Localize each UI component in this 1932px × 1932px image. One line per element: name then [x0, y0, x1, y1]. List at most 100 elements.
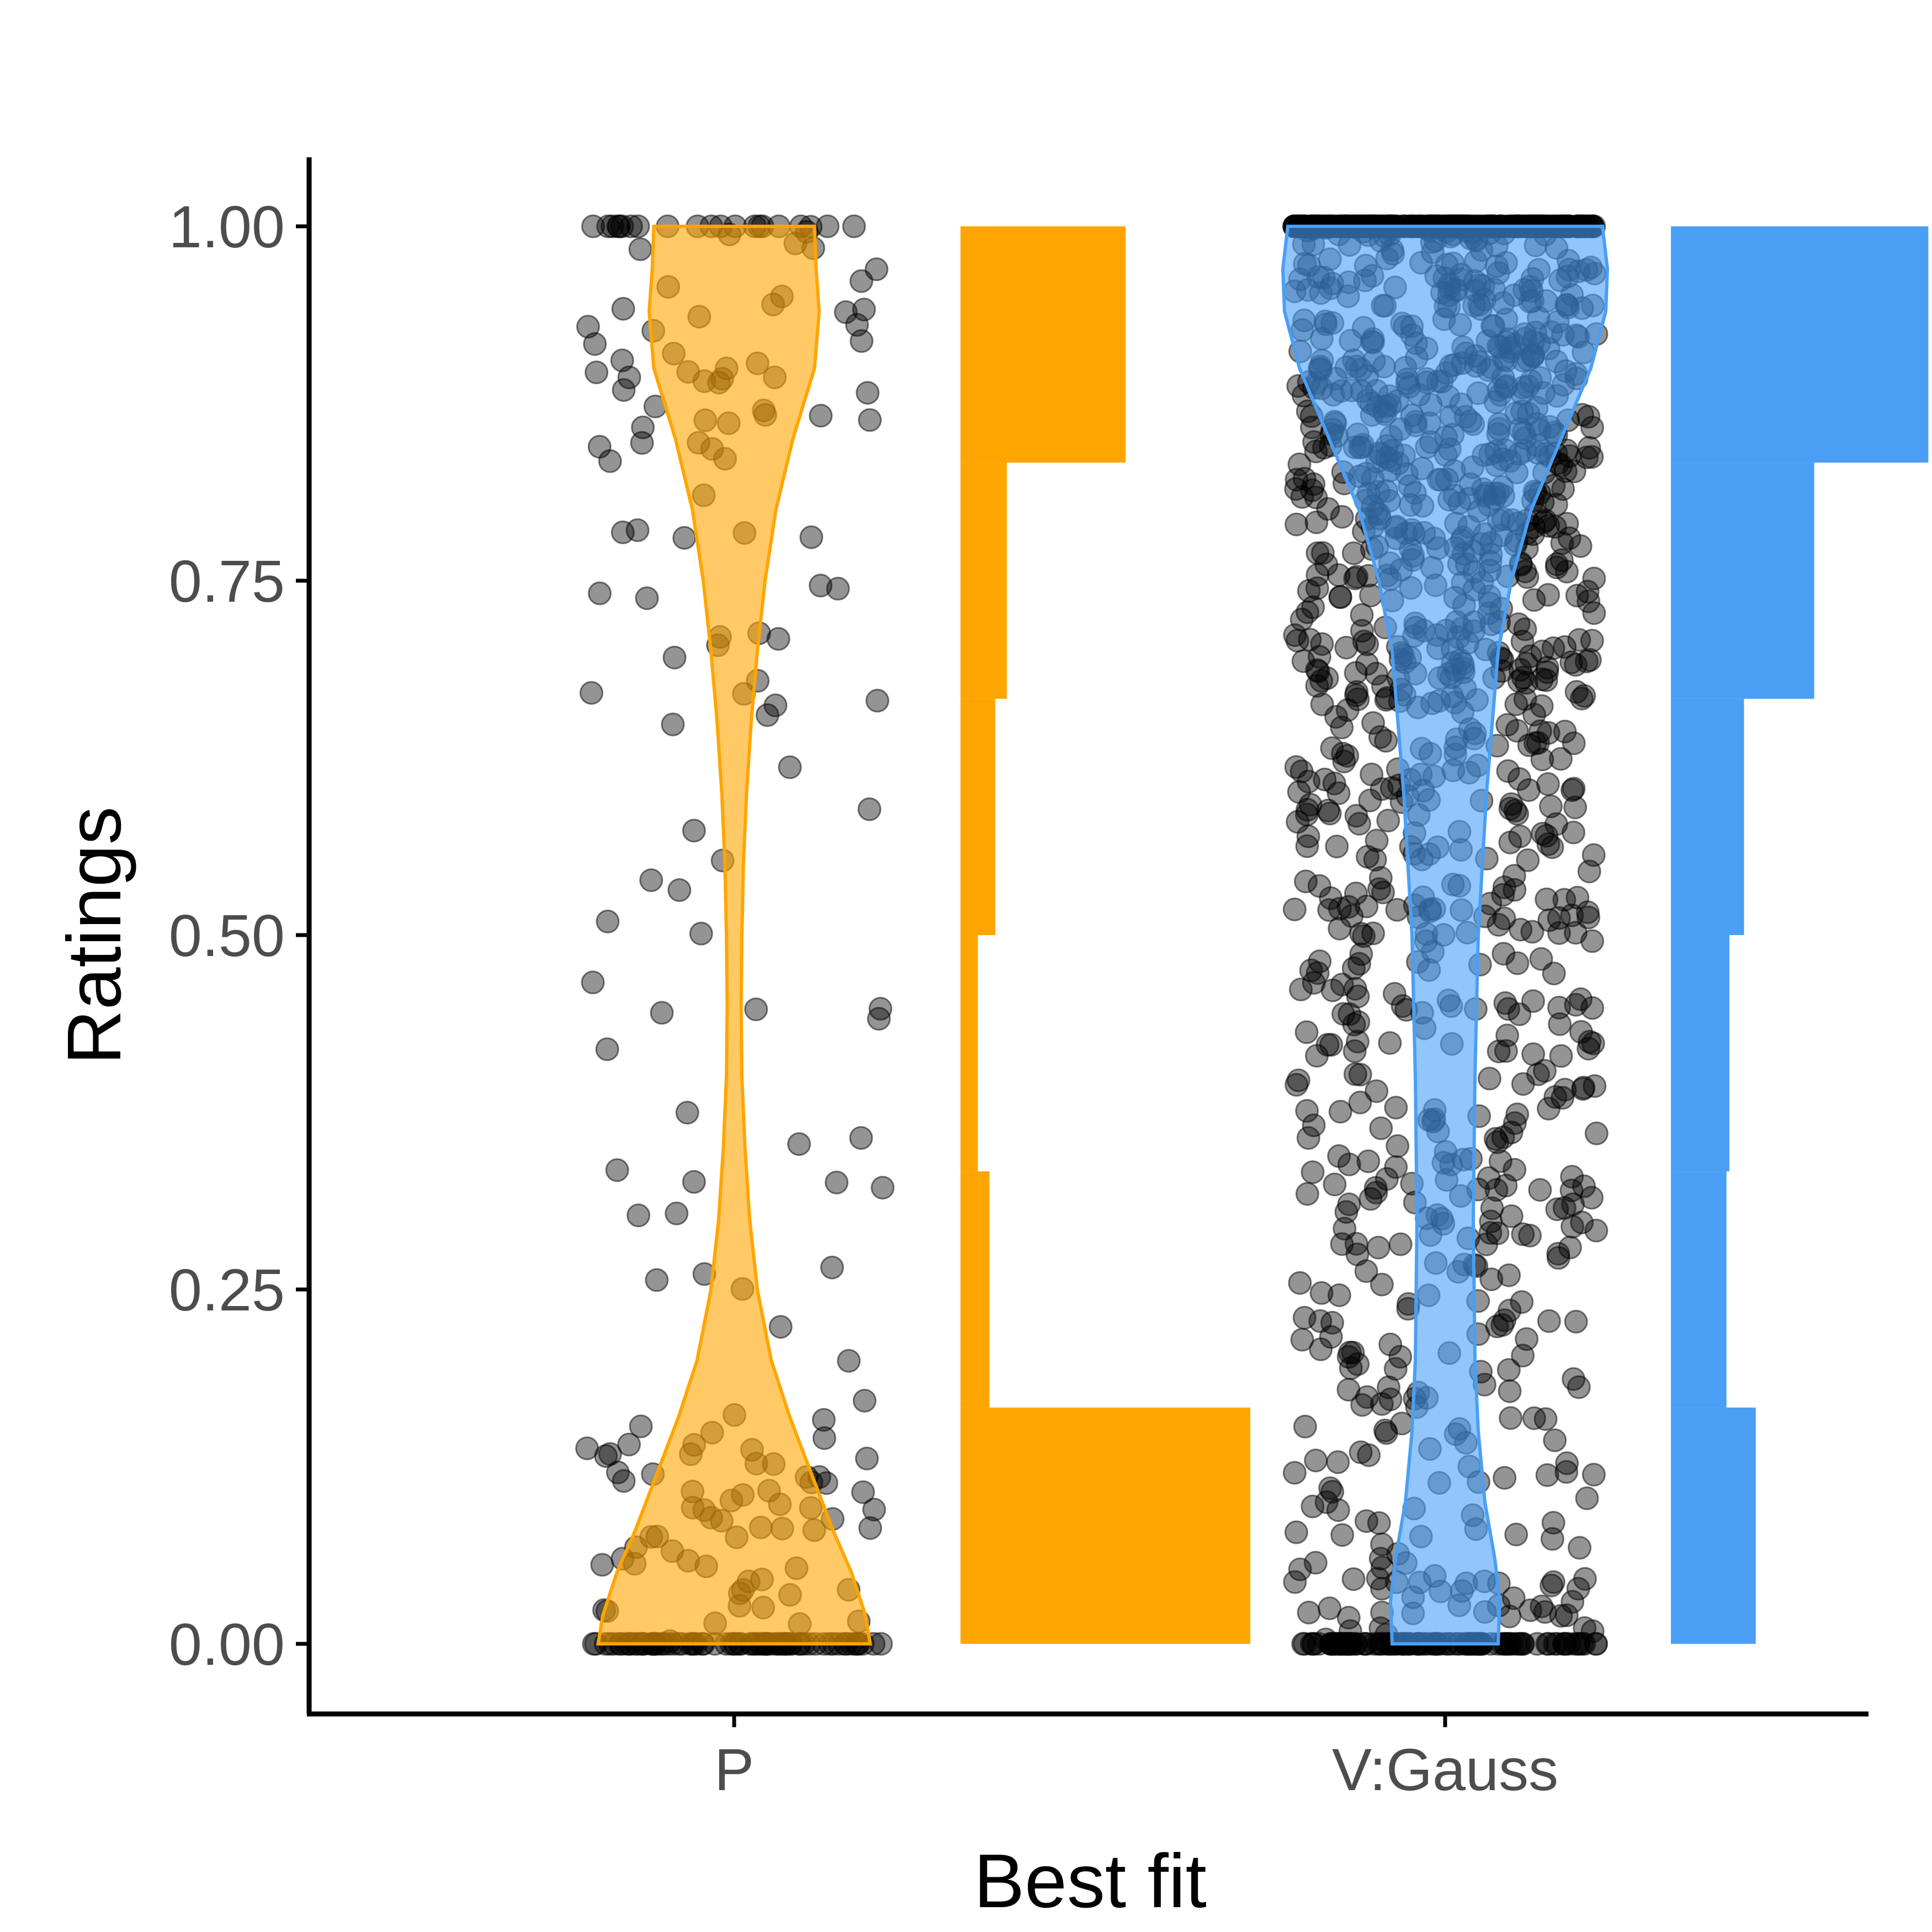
data-point — [1561, 1590, 1585, 1614]
data-point — [1584, 1218, 1609, 1243]
histogram-bar — [960, 935, 978, 1172]
data-point — [1346, 1352, 1370, 1376]
data-point — [606, 214, 630, 238]
data-point — [1478, 1066, 1501, 1091]
data-point — [1285, 468, 1309, 492]
data-point — [1282, 898, 1307, 921]
data-point — [575, 1436, 599, 1461]
data-point — [1560, 778, 1584, 802]
data-point — [857, 797, 882, 821]
data-point — [1358, 788, 1382, 813]
data-point — [1558, 1235, 1582, 1260]
data-point — [1537, 1309, 1561, 1333]
data-point — [1295, 1182, 1319, 1206]
data-point — [1530, 639, 1554, 664]
data-point — [1581, 843, 1606, 867]
data-point — [871, 1176, 895, 1200]
data-point — [639, 868, 664, 893]
data-point — [1308, 949, 1332, 973]
data-point — [1561, 1192, 1585, 1217]
data-point — [1285, 512, 1309, 537]
data-point — [661, 712, 685, 736]
data-point — [842, 214, 866, 238]
data-point — [1551, 477, 1575, 501]
data-point — [625, 518, 650, 542]
x-tick-label-v-gauss: V:Gauss — [1332, 1736, 1558, 1803]
data-point — [1363, 1176, 1388, 1200]
x-axis-title: Best fit — [974, 1839, 1207, 1924]
data-point — [1543, 1428, 1567, 1452]
data-point — [628, 237, 652, 261]
data-point — [1340, 1632, 1364, 1656]
data-point — [1320, 736, 1344, 760]
data-point — [1297, 1600, 1321, 1625]
data-point — [1510, 629, 1535, 654]
data-point — [815, 214, 840, 238]
data-point — [1540, 835, 1564, 859]
data-point — [1569, 987, 1593, 1011]
data-point — [1560, 1165, 1584, 1189]
data-point — [1309, 1281, 1334, 1305]
data-point — [619, 214, 643, 238]
data-point — [1577, 589, 1601, 613]
data-point — [1478, 1221, 1503, 1245]
y-tick-label: 1.00 — [169, 193, 285, 260]
data-point — [755, 703, 779, 727]
data-point — [744, 997, 768, 1021]
data-point — [1284, 477, 1308, 501]
data-point — [1337, 1002, 1362, 1026]
data-point — [1516, 848, 1540, 872]
data-point — [1287, 452, 1312, 476]
data-point — [1510, 1290, 1534, 1314]
data-point — [581, 970, 605, 995]
data-point — [1301, 1494, 1325, 1519]
data-point — [1347, 952, 1371, 976]
data-point — [1336, 895, 1361, 919]
data-point — [1555, 1451, 1579, 1475]
data-point — [1528, 1178, 1552, 1202]
data-point — [768, 1315, 793, 1339]
data-point — [1508, 824, 1532, 848]
data-point — [645, 1268, 669, 1292]
data-point — [1580, 629, 1604, 653]
data-point — [1299, 958, 1323, 983]
data-point — [1565, 583, 1589, 608]
data-point — [1354, 1259, 1378, 1283]
histogram-bar — [960, 226, 1126, 463]
data-point — [1297, 579, 1321, 603]
data-point — [1582, 566, 1606, 591]
data-point — [1319, 1033, 1344, 1057]
data-point — [1582, 601, 1606, 625]
data-point — [1537, 908, 1562, 932]
data-point — [1507, 669, 1531, 693]
data-point — [667, 878, 692, 902]
data-point — [1549, 1044, 1573, 1068]
data-point — [862, 1498, 887, 1522]
data-point — [587, 434, 612, 459]
histogram-bar — [1671, 226, 1929, 463]
data-point — [1344, 661, 1368, 685]
violin-v-gauss — [1281, 225, 1610, 1646]
data-point — [1553, 1632, 1578, 1656]
data-point — [1484, 1178, 1509, 1202]
data-point — [1496, 759, 1520, 783]
data-point — [1352, 1632, 1376, 1656]
data-point — [1536, 832, 1561, 856]
data-point — [1382, 981, 1406, 1006]
data-point — [1378, 1333, 1403, 1357]
data-point — [1546, 1241, 1570, 1266]
data-point — [1284, 1520, 1308, 1544]
data-point — [1572, 1174, 1596, 1198]
data-point — [629, 1414, 653, 1439]
data-point — [1567, 628, 1591, 652]
data-point — [1388, 1345, 1413, 1369]
data-point — [1505, 1102, 1530, 1127]
data-point — [1553, 719, 1577, 744]
data-point — [1295, 834, 1319, 858]
data-point — [1522, 588, 1546, 612]
data-point — [1493, 1308, 1517, 1333]
data-point — [1533, 1407, 1558, 1431]
data-point — [1540, 1527, 1564, 1551]
data-point — [610, 348, 634, 373]
